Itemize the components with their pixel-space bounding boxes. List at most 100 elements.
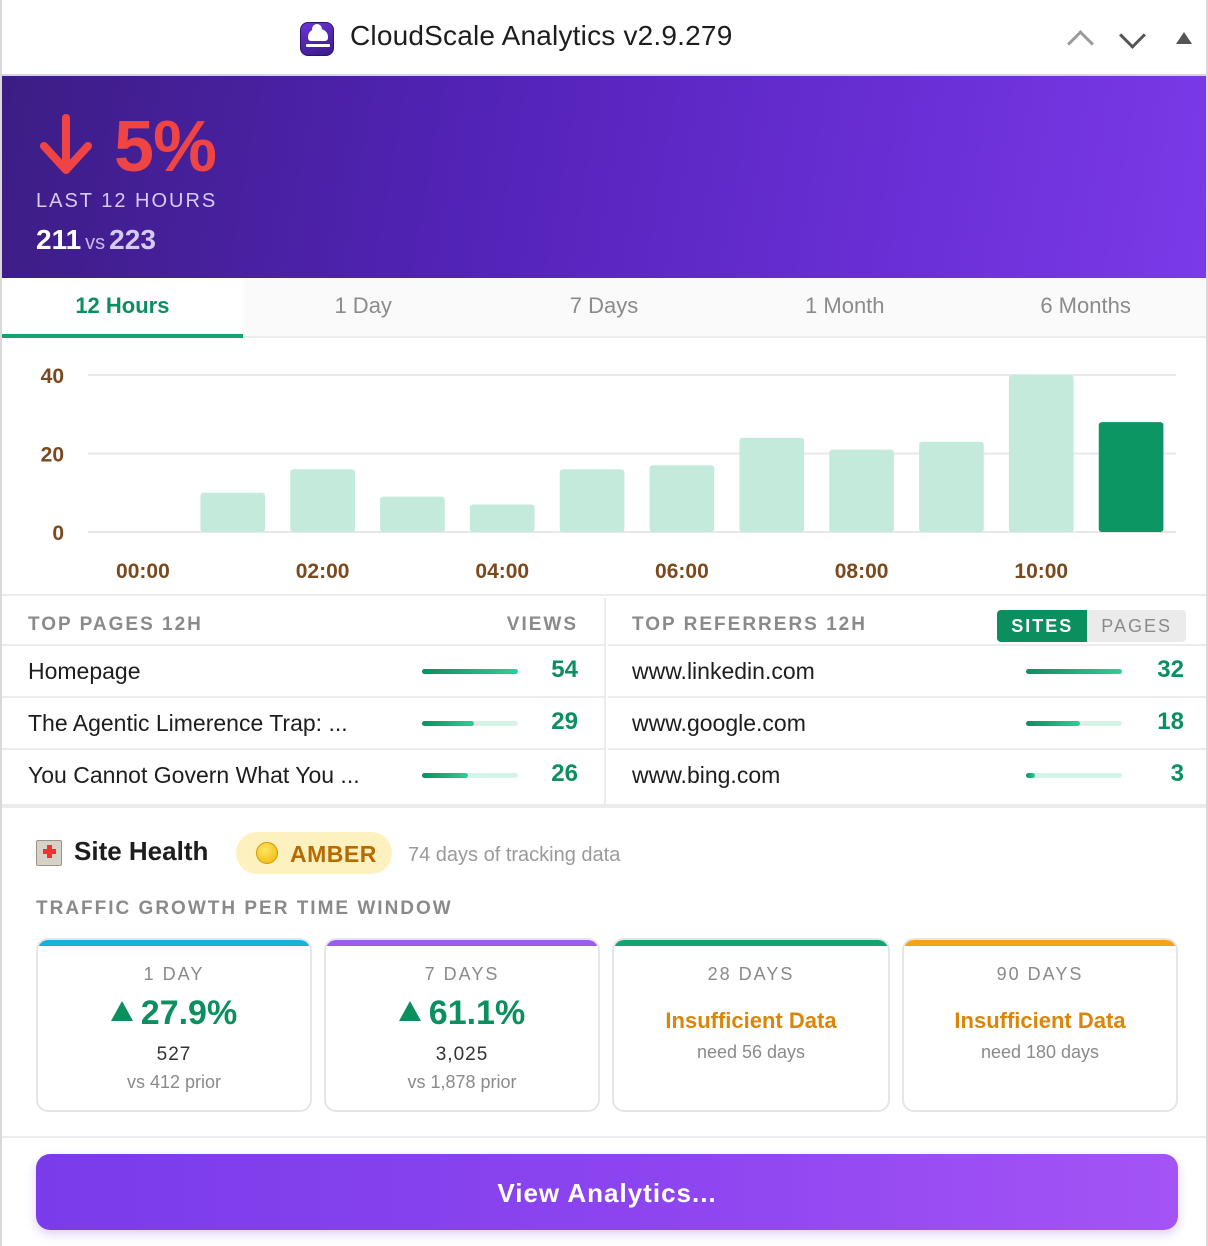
growth-card-28-days: 28 DAYS Insufficient Data need 56 days — [612, 938, 890, 1112]
card-accent — [326, 940, 598, 946]
x-tick-label: 10:00 — [1014, 560, 1068, 583]
growth-section-label: TRAFFIC GROWTH PER TIME WINDOW — [36, 898, 453, 919]
referrer-count: 18 — [1157, 708, 1184, 735]
chart-bar — [1098, 422, 1164, 532]
card-title: 90 DAYS — [996, 964, 1084, 984]
tab-1-day[interactable]: 1 Day — [334, 293, 392, 318]
period-label: LAST 12 HOURS — [36, 190, 218, 212]
x-tick-label: 08:00 — [835, 560, 889, 583]
chart-bar — [649, 465, 715, 532]
status-text: AMBER — [290, 841, 377, 867]
card-title: 7 DAYS — [424, 964, 500, 984]
triangle-up-icon — [110, 1001, 133, 1021]
views-bar-fill — [422, 669, 518, 674]
card-prior: vs 412 prior — [126, 1072, 222, 1092]
card-accent — [38, 940, 310, 946]
x-tick-label: 04:00 — [475, 560, 529, 583]
list-item[interactable]: You Cannot Govern What You ... 26 — [2, 750, 604, 802]
previous-count: 223 — [109, 224, 156, 255]
card-change: 61.1% — [326, 994, 598, 1033]
views-bar-fill — [422, 773, 469, 778]
traffic-bar-chart: 0 20 40 00:00 02:00 04:00 06:00 08:00 10:00 — [41, 365, 1176, 583]
card-title: 1 DAY — [143, 964, 205, 984]
y-tick-label: 40 — [41, 365, 64, 388]
days-needed: need 56 days — [696, 1042, 806, 1062]
referrer-bar — [1026, 721, 1122, 726]
growth-card-7-days: 7 DAYS 61.1% 3,025 vs 1,878 prior — [324, 938, 600, 1112]
section-divider — [2, 804, 1206, 808]
view-analytics-button[interactable]: View Analytics... — [36, 1154, 1178, 1230]
x-tick-label: 02:00 — [296, 560, 350, 583]
views-bar — [422, 721, 518, 726]
card-prior: vs 1,878 prior — [407, 1072, 517, 1092]
chart-bar — [290, 469, 355, 532]
chart-bar — [1008, 375, 1074, 532]
site-health-title: Site Health — [74, 836, 209, 866]
page-label: Homepage — [28, 658, 141, 684]
chevron-up-icon[interactable] — [1062, 24, 1096, 54]
referrer-bar-fill — [1026, 669, 1122, 674]
referrer-bar — [1026, 773, 1122, 778]
status-badge: AMBER — [236, 832, 392, 874]
list-item[interactable]: www.bing.com 3 — [608, 750, 1206, 802]
y-tick-label: 0 — [52, 522, 64, 545]
change-value: 27.9% — [140, 994, 238, 1032]
chart-bar — [829, 449, 894, 532]
sites-pages-toggle: SITES PAGES — [997, 610, 1186, 642]
chevron-down-icon[interactable] — [1114, 24, 1148, 54]
list-item[interactable]: The Agentic Limerence Trap: ... 29 — [2, 698, 604, 750]
time-range-tabs: 12 Hours 1 Day 7 Days 1 Month 6 Months — [2, 278, 1206, 338]
page-views: 29 — [551, 708, 578, 735]
current-count: 211 — [36, 224, 82, 255]
x-tick-label: 06:00 — [655, 560, 709, 583]
card-title: 28 DAYS — [707, 964, 795, 984]
views-bar-fill — [422, 721, 474, 726]
list-item[interactable]: www.google.com 18 — [608, 698, 1206, 750]
y-tick-label: 20 — [41, 444, 64, 467]
chart-bar — [200, 492, 266, 532]
triangle-up-icon — [398, 1001, 421, 1021]
page-views: 54 — [551, 656, 578, 683]
toggle-pages[interactable]: PAGES — [1101, 616, 1172, 636]
tab-7-days[interactable]: 7 Days — [569, 293, 639, 318]
cloudscale-app-icon — [300, 22, 334, 56]
card-count: 527 — [156, 1044, 192, 1065]
page-views: 26 — [551, 760, 578, 787]
insufficient-data: Insufficient Data — [665, 1008, 837, 1033]
x-tick-label: 00:00 — [116, 560, 170, 583]
views-bar — [422, 669, 518, 674]
view-analytics-label: View Analytics... — [497, 1178, 717, 1208]
insufficient-data: Insufficient Data — [954, 1008, 1126, 1033]
page-label: You Cannot Govern What You ... — [28, 762, 360, 788]
card-count: 3,025 — [435, 1044, 489, 1065]
growth-card-90-days: 90 DAYS Insufficient Data need 180 days — [902, 938, 1178, 1112]
arrow-down-icon — [40, 114, 92, 174]
tab-6-months[interactable]: 6 Months — [1040, 293, 1131, 318]
toggle-sites[interactable]: SITES — [997, 610, 1088, 642]
tracking-days: 74 days of tracking data — [408, 844, 621, 866]
referrer-bar — [1026, 669, 1122, 674]
top-pages-panel: TOP PAGES 12H VIEWS Homepage 54 The Agen… — [2, 598, 606, 806]
tab-1-month[interactable]: 1 Month — [805, 293, 885, 318]
top-referrers-panel: TOP REFERRERS 12H SITES PAGES www.linked… — [608, 598, 1206, 806]
chart-bar — [739, 437, 805, 532]
card-accent — [614, 940, 888, 946]
change-percent: 5% — [114, 107, 217, 187]
traffic-chart: 0 20 40 00:00 02:00 04:00 06:00 08:00 10:00 — [2, 340, 1206, 596]
card-change: 27.9% — [38, 994, 310, 1033]
tab-12-hours[interactable]: 12 Hours — [2, 278, 243, 338]
referrer-bar-fill — [1026, 773, 1035, 778]
referrer-bar-fill — [1026, 721, 1080, 726]
top-referrers-header: TOP REFERRERS 12H SITES PAGES — [608, 598, 1206, 646]
referrer-label: www.bing.com — [632, 762, 781, 788]
growth-card-1-day: 1 DAY 27.9% 527 vs 412 prior — [36, 938, 312, 1112]
chart-bar — [469, 504, 535, 532]
list-item[interactable]: Homepage 54 — [2, 646, 604, 698]
amber-dot-icon — [256, 842, 278, 864]
triangle-up-icon[interactable] — [1168, 24, 1202, 54]
comparison: 211 vs 223 — [36, 224, 156, 256]
days-needed: need 180 days — [980, 1042, 1100, 1062]
top-pages-title: TOP PAGES 12H — [28, 614, 203, 635]
list-item[interactable]: www.linkedin.com 32 — [608, 646, 1206, 698]
chart-bar — [380, 496, 445, 532]
